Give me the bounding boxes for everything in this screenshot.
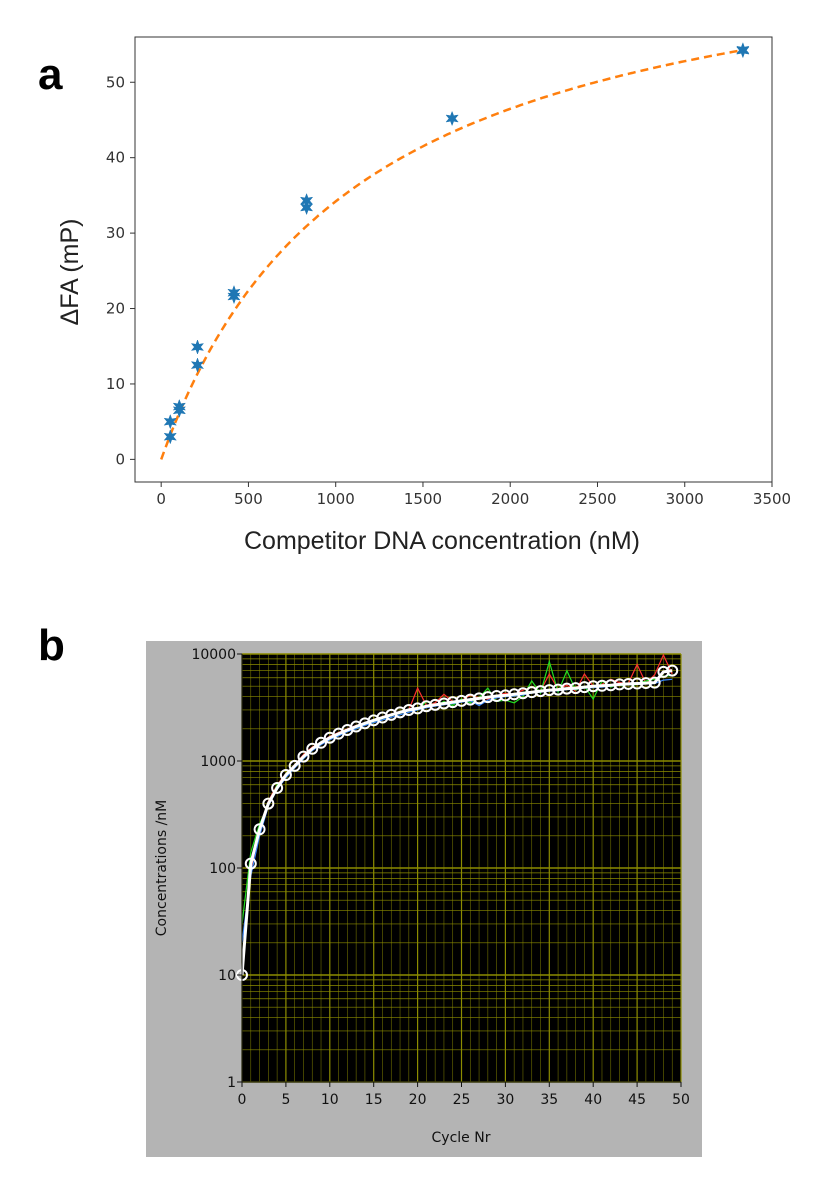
- chart-a: 0 500 1000 1500 2000 2500 3000 3500 0 10 20 30 40 50…: [56, 36, 791, 555]
- chart-a-y-tick-label: 0: [115, 450, 125, 468]
- chart-b-data-point: [455, 694, 468, 707]
- chart-b-data-point: [639, 677, 652, 690]
- chart-a-data-point: [163, 413, 177, 430]
- chart-a-y-tick-label: 20: [106, 300, 125, 318]
- panel-label-b: b: [38, 621, 65, 670]
- chart-b: 0 5 10 15 20 25 30 35 40 45 50 1 10 100 1000 10000 Cycl…: [146, 641, 702, 1157]
- chart-b-series-layer: [236, 653, 679, 981]
- chart-b-data-point: [429, 698, 442, 711]
- chart-b-data-point: [657, 665, 670, 678]
- chart-a-fit-curve: [160, 49, 741, 460]
- chart-a-y-tick-label: 40: [106, 149, 125, 167]
- chart-b-data-point: [271, 781, 284, 794]
- chart-a-y-label: ΔFA (mP): [56, 219, 84, 326]
- chart-b-data-point: [587, 680, 600, 693]
- chart-b-data-point: [437, 697, 450, 710]
- chart-b-x-tick-label: 35: [540, 1092, 558, 1108]
- chart-a-x-tick-label: 1000: [317, 490, 355, 508]
- chart-a-data-point: [190, 339, 205, 355]
- chart-b-data-point: [262, 797, 275, 810]
- chart-b-data-point: [604, 679, 617, 692]
- chart-a-x-label: Competitor DNA concentration (nM): [244, 527, 640, 555]
- chart-b-data-point: [244, 857, 257, 870]
- chart-b-data-point: [288, 759, 301, 772]
- chart-b-y-tick-label: 100: [209, 861, 236, 877]
- chart-a-frame: [134, 36, 773, 483]
- chart-b-x-tick-label: 40: [584, 1092, 602, 1108]
- chart-b-x-label: Cycle Nr: [432, 1130, 491, 1146]
- chart-a-x-tick-label: 1500: [404, 490, 442, 508]
- chart-b-data-point: [569, 682, 582, 695]
- chart-b-data-point: [631, 677, 644, 690]
- chart-b-data-point: [525, 686, 538, 699]
- panel-label-a: a: [38, 50, 63, 99]
- chart-a-data-point: [227, 284, 241, 301]
- chart-a-x-tick-label: 500: [234, 490, 263, 508]
- chart-b-data-point: [560, 682, 573, 695]
- chart-b-data-point: [543, 684, 556, 697]
- chart-b-y-tick-label: 10: [218, 968, 236, 984]
- chart-b-data-point: [446, 696, 459, 709]
- chart-b-x-tick-label: 45: [628, 1092, 646, 1108]
- chart-b-x-tick-label: 15: [365, 1092, 383, 1108]
- chart-a-y-axis: 0 10 20 30 40 50: [106, 73, 135, 468]
- chart-b-data-point: [481, 691, 494, 704]
- chart-b-data-point: [595, 679, 608, 692]
- chart-a-y-tick-label: 30: [106, 224, 125, 242]
- chart-b-data-point: [578, 681, 591, 694]
- chart-b-data-point: [279, 768, 292, 781]
- chart-b-data-point: [508, 688, 521, 701]
- chart-b-data-point: [534, 685, 547, 698]
- chart-a-x-tick-label: 0: [156, 490, 166, 508]
- chart-b-y-tick-label: 1: [227, 1075, 236, 1091]
- chart-b-y-tick-label: 10000: [191, 647, 236, 663]
- chart-a-data-point: [445, 110, 459, 127]
- chart-b-axes: 0 5 10 15 20 25 30 35 40 45 50 1 10 100 1000 10000: [191, 647, 689, 1108]
- chart-a-data-point: [736, 42, 750, 58]
- chart-b-x-tick-label: 50: [672, 1092, 690, 1108]
- chart-b-x-tick-label: 10: [321, 1092, 339, 1108]
- chart-b-data-point: [473, 692, 486, 705]
- chart-b-data-point: [613, 678, 626, 691]
- chart-b-x-tick-label: 5: [281, 1092, 290, 1108]
- chart-b-data-point: [402, 703, 415, 716]
- chart-b-data-point: [666, 664, 679, 677]
- chart-a-data-point: [299, 192, 314, 209]
- chart-a-y-tick-label: 50: [106, 73, 125, 91]
- chart-b-data-point: [648, 676, 661, 689]
- chart-a-x-tick-label: 3500: [753, 490, 791, 508]
- chart-a-x-axis: 0 500 1000 1500 2000 2500 3000 3500: [156, 482, 791, 508]
- chart-b-y-tick-label: 1000: [200, 754, 236, 770]
- chart-b-data-point: [420, 700, 433, 713]
- chart-b-x-tick-label: 30: [496, 1092, 514, 1108]
- chart-b-data-point: [464, 693, 477, 706]
- chart-a-x-tick-label: 2500: [578, 490, 616, 508]
- chart-b-x-tick-label: 0: [238, 1092, 247, 1108]
- chart-b-data-point: [622, 677, 635, 690]
- chart-b-x-tick-label: 20: [409, 1092, 427, 1108]
- chart-b-y-label: Concentrations /nM: [154, 800, 170, 936]
- chart-b-data-point: [552, 683, 565, 696]
- chart-b-data-point: [516, 687, 529, 700]
- chart-a-x-tick-label: 3000: [666, 490, 704, 508]
- chart-b-data-point: [297, 750, 310, 763]
- chart-b-data-point: [253, 823, 266, 836]
- chart-b-data-point: [306, 742, 319, 755]
- chart-a-y-tick-label: 10: [106, 375, 125, 393]
- chart-a-x-tick-label: 2000: [491, 490, 529, 508]
- chart-b-data-point: [490, 690, 503, 703]
- chart-b-data-point: [315, 736, 328, 749]
- chart-a-data-point: [172, 398, 187, 415]
- chart-a-data-point: [163, 428, 177, 445]
- chart-a-data-point: [190, 357, 205, 373]
- chart-a-points-layer: [163, 42, 750, 445]
- chart-a-fit-layer: [160, 49, 741, 460]
- chart-b-data-point: [499, 689, 512, 702]
- chart-b-x-tick-label: 25: [453, 1092, 471, 1108]
